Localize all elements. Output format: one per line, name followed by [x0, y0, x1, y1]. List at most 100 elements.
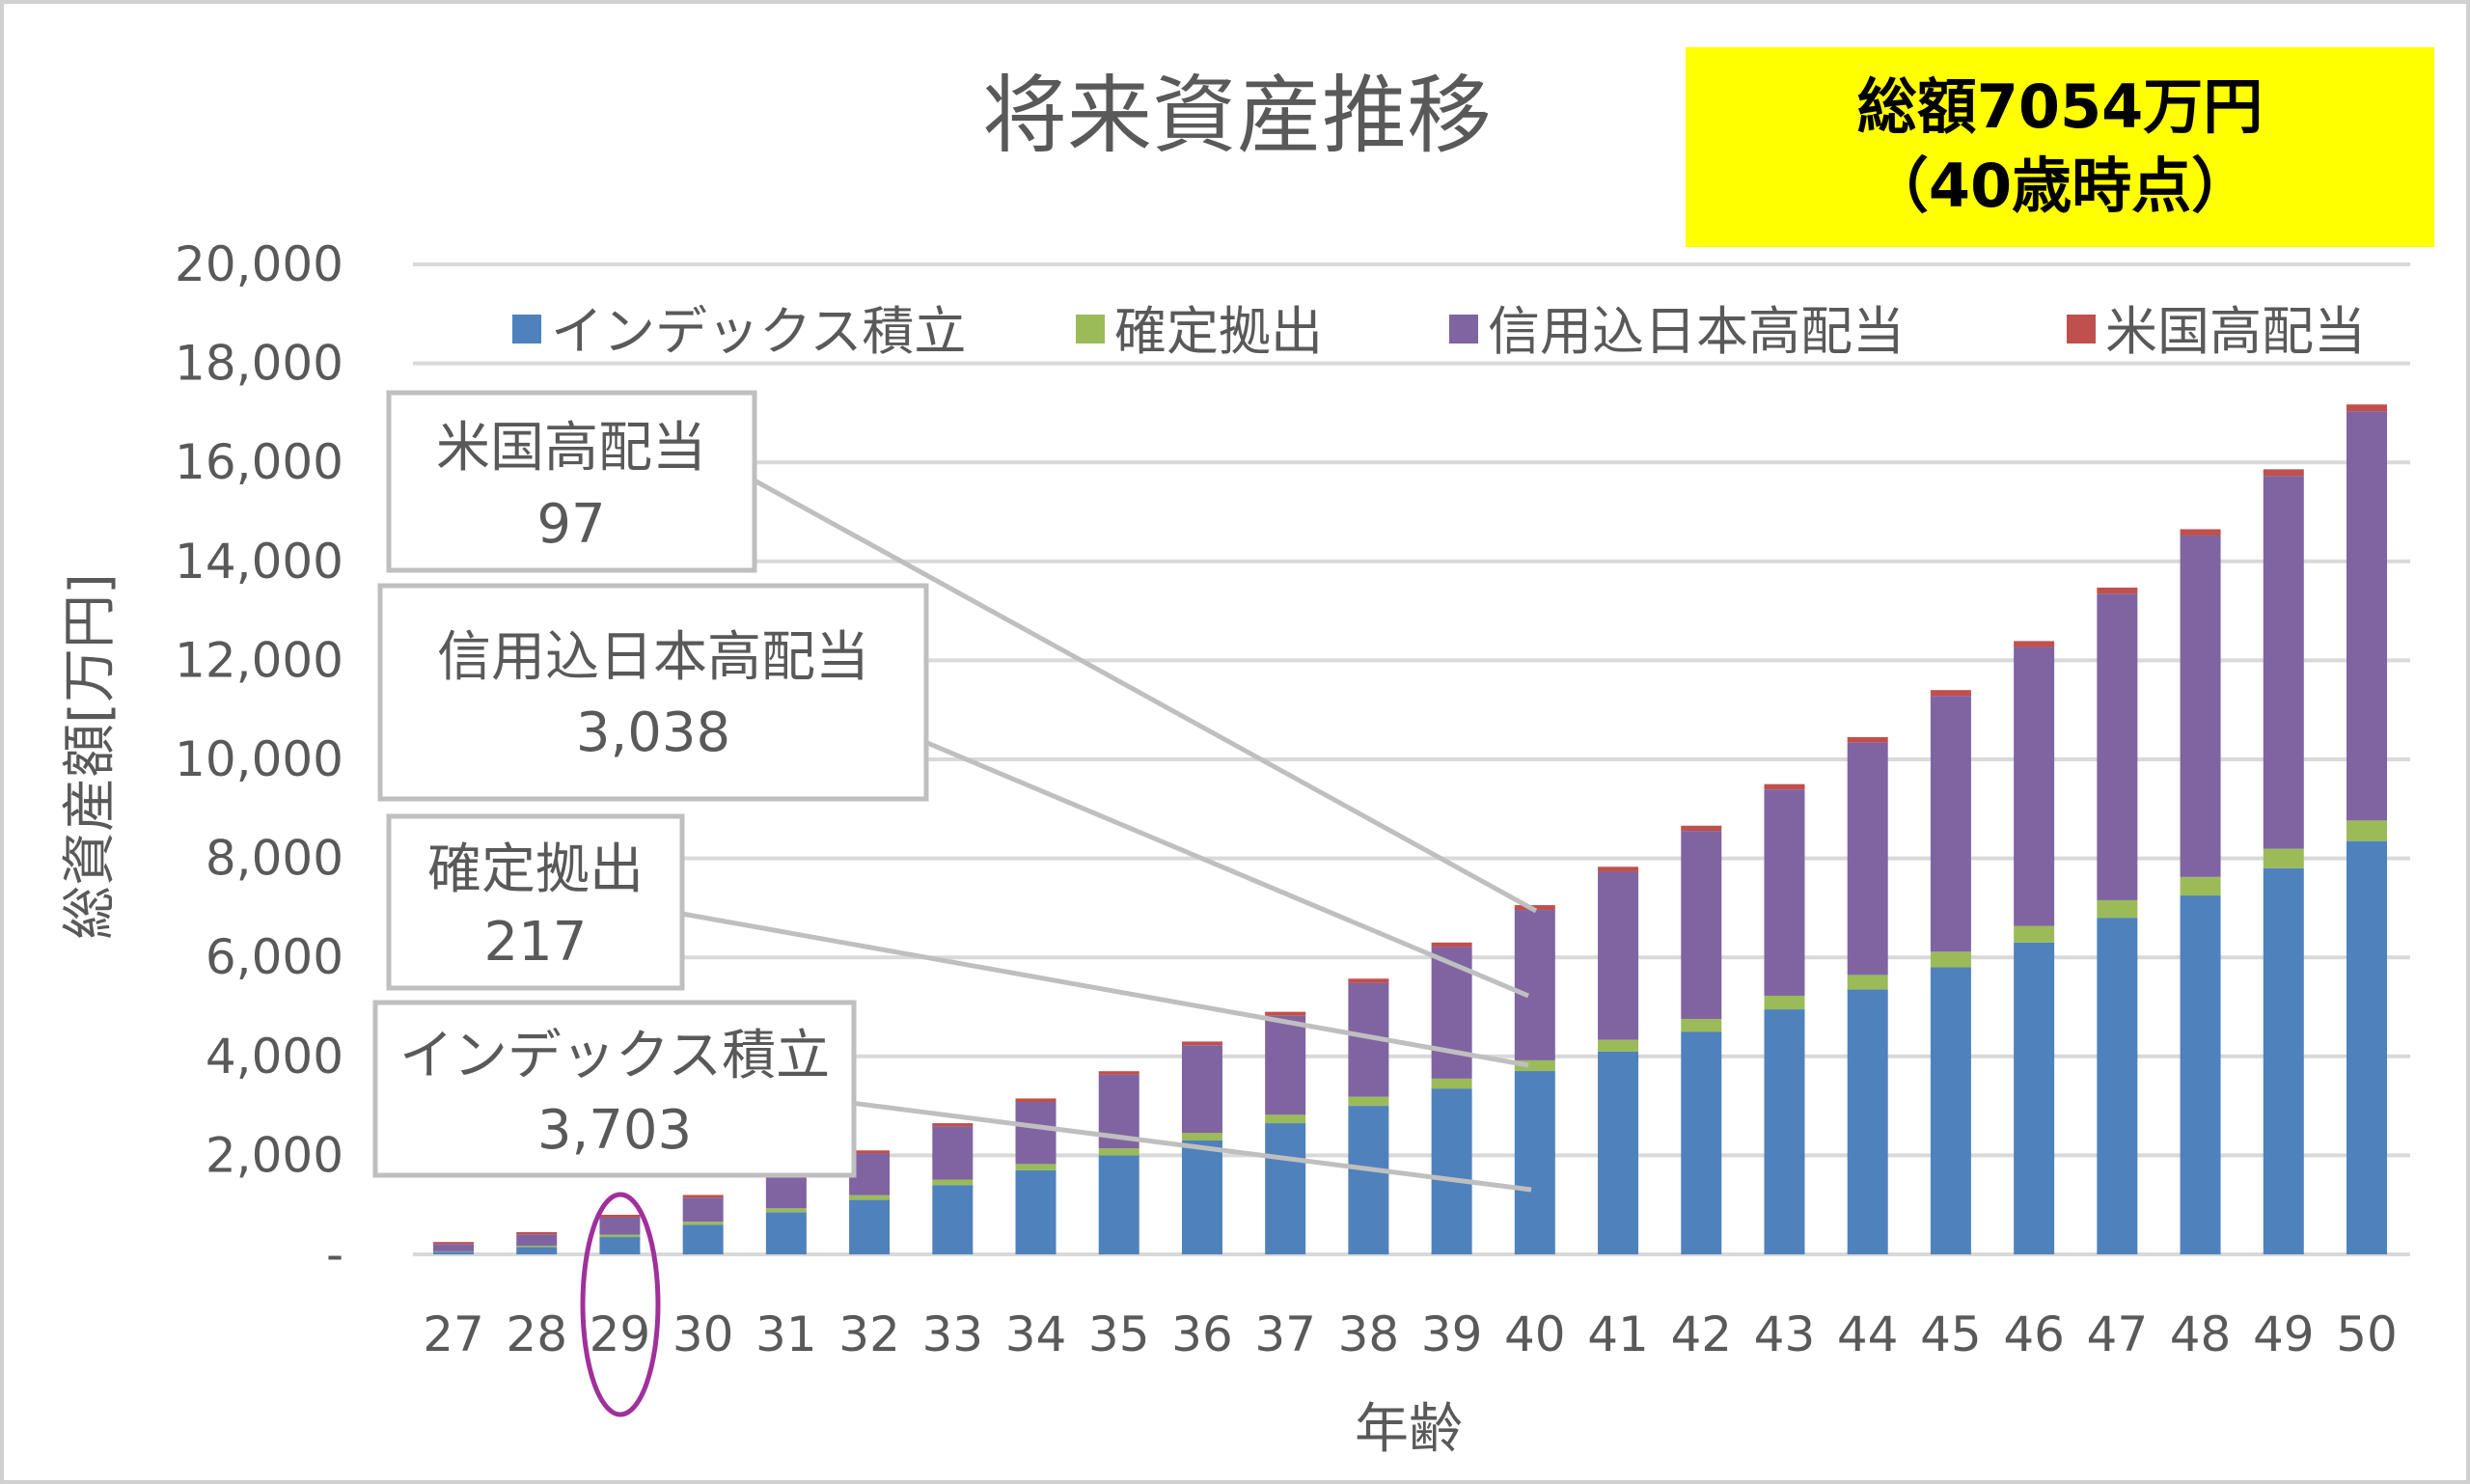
bar-segment-35-確定拠出 [1098, 1148, 1139, 1156]
y-tick-label: 6,000 [206, 929, 343, 985]
callout-leader-dc [681, 911, 1529, 1068]
x-tick-label: 43 [1754, 1306, 1816, 1362]
bar-segment-38-確定拠出 [1348, 1096, 1389, 1107]
bar-segment-43-米国高配当 [1764, 783, 1805, 790]
x-tick-label: 35 [1088, 1306, 1150, 1362]
x-tick-label: 27 [423, 1306, 484, 1362]
bar-segment-38-インデックス積立 [1348, 1106, 1389, 1254]
bar-segment-40-信用込日本高配当 [1514, 910, 1555, 1060]
legend: インデックス積立 確定拠出 信用込日本高配当 米国高配当 [512, 301, 2366, 362]
x-tick-label: 39 [1421, 1306, 1483, 1362]
bar-segment-37-インデックス積立 [1265, 1123, 1306, 1254]
bar-segment-27-米国高配当 [433, 1242, 474, 1245]
bar-segment-39-インデックス積立 [1431, 1088, 1472, 1254]
bar-segment-37-米国高配当 [1265, 1011, 1306, 1016]
bar-segment-50-インデックス積立 [2346, 840, 2387, 1254]
callout-leader-index [850, 1100, 1532, 1193]
y-tick-label: 2,000 [206, 1127, 343, 1183]
y-tick-label: 16,000 [175, 434, 343, 490]
bar-segment-44-信用込日本高配当 [1847, 742, 1888, 976]
x-tick-labels: 27 28 29 30 31 32 33 34 35 36 37 38 39 40 41 42 43 44 45 46… [423, 1306, 2398, 1362]
bar-segment-34-確定拠出 [1015, 1164, 1057, 1170]
x-tick-label: 29 [590, 1306, 651, 1362]
total-annotation-line2: （40歳時点） [1869, 151, 2251, 221]
y-tick-label: 12,000 [175, 632, 343, 688]
bar-segment-49-確定拠出 [2263, 848, 2304, 868]
bar-segment-31-信用込日本高配当 [765, 1172, 807, 1209]
bar-segment-29-米国高配当 [599, 1214, 641, 1218]
x-tick-label: 31 [755, 1306, 817, 1362]
bar-segment-30-インデックス積立 [682, 1224, 724, 1254]
bar-segment-39-米国高配当 [1431, 942, 1472, 948]
callout-leader-jp [913, 734, 1529, 999]
callout-label: インデックス積立 [399, 1025, 830, 1087]
bar-segment-41-インデックス積立 [1598, 1051, 1639, 1254]
bar-segment-44-米国高配当 [1847, 736, 1888, 743]
bar-segment-33-信用込日本高配当 [932, 1126, 974, 1180]
bar-segment-47-米国高配当 [2097, 587, 2138, 594]
callout-value: 97 [536, 493, 605, 556]
bar-segment-33-インデックス積立 [932, 1185, 974, 1254]
bar-segment-45-インデックス積立 [1930, 967, 1971, 1254]
bar-segment-32-確定拠出 [849, 1195, 891, 1200]
x-axis-label: 年齢 [1355, 1398, 1463, 1461]
y-tick-label: - [326, 1226, 343, 1282]
bar-segment-32-米国高配当 [849, 1150, 891, 1154]
highlight-ellipse-age-29 [580, 1192, 661, 1417]
callout-label: 米国高配当 [436, 417, 706, 480]
bar-segment-39-確定拠出 [1431, 1078, 1472, 1089]
legend-label: 確定拠出 [1114, 301, 1323, 362]
callout-value: 217 [484, 911, 588, 974]
bar-segment-36-米国高配当 [1181, 1041, 1222, 1046]
bar-segment-30-確定拠出 [682, 1222, 724, 1225]
bar-segment-40-確定拠出 [1514, 1059, 1555, 1072]
bar-segment-31-インデックス積立 [765, 1212, 807, 1254]
bar-segment-35-米国高配当 [1098, 1071, 1139, 1075]
y-axis-label: 総資産額[万円] [59, 573, 122, 940]
y-tick-label: 14,000 [175, 534, 343, 590]
bar-segment-38-米国高配当 [1348, 978, 1389, 983]
bar-segment-42-確定拠出 [1681, 1019, 1722, 1032]
y-tick-label: 10,000 [175, 731, 343, 787]
x-tick-label: 34 [1005, 1306, 1067, 1362]
x-tick-label: 47 [2087, 1306, 2149, 1362]
bar-segment-46-信用込日本高配当 [2014, 646, 2055, 926]
x-tick-label: 37 [1254, 1306, 1316, 1362]
bar-segment-30-米国高配当 [682, 1195, 724, 1198]
bar-segment-33-米国高配当 [932, 1123, 974, 1127]
x-tick-label: 28 [506, 1306, 567, 1362]
bar-segment-48-インデックス積立 [2180, 895, 2221, 1254]
legend-swatch [1076, 315, 1105, 344]
bar-segment-28-米国高配当 [516, 1231, 558, 1235]
bar-segment-48-確定拠出 [2180, 876, 2221, 896]
bar-segment-43-インデックス積立 [1764, 1009, 1805, 1254]
x-tick-label: 38 [1338, 1306, 1400, 1362]
bar-segment-28-インデックス積立 [516, 1247, 558, 1254]
x-tick-label: 45 [1920, 1306, 1982, 1362]
x-tick-label: 33 [921, 1306, 983, 1362]
bars [433, 404, 2387, 1254]
callout-dc: 確定拠出 217 [386, 813, 685, 991]
bar-segment-36-信用込日本高配当 [1181, 1045, 1222, 1134]
x-tick-label: 50 [2336, 1306, 2398, 1362]
callout-label: 信用込日本高配当 [437, 626, 869, 689]
bar-segment-34-信用込日本高配当 [1015, 1101, 1057, 1165]
bar-segment-45-信用込日本高配当 [1930, 696, 1971, 952]
bar-segment-47-信用込日本高配当 [2097, 593, 2138, 900]
y-tick-label: 18,000 [175, 336, 343, 392]
callout-leader-us [753, 478, 1538, 914]
legend-swatch [2067, 315, 2096, 344]
x-tick-label: 30 [672, 1306, 734, 1362]
bar-segment-34-米国高配当 [1015, 1098, 1057, 1102]
bar-segment-49-信用込日本高配当 [2263, 476, 2304, 849]
bar-segment-34-インデックス積立 [1015, 1169, 1057, 1254]
legend-label: インデックス積立 [551, 301, 966, 362]
bar-segment-50-信用込日本高配当 [2346, 411, 2387, 821]
bar-segment-44-インデックス積立 [1847, 989, 1888, 1254]
chart-title: 将来資産推移 [982, 66, 1492, 165]
bar-segment-42-信用込日本高配当 [1681, 831, 1722, 1020]
bar-segment-36-インデックス積立 [1181, 1140, 1222, 1254]
bar-segment-46-米国高配当 [2014, 641, 2055, 647]
bar-segment-47-インデックス積立 [2097, 918, 2138, 1254]
